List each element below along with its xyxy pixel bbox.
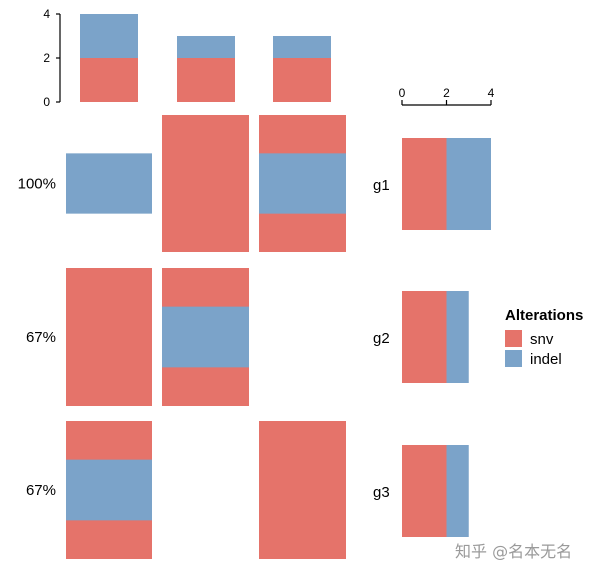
row-bar-indel-g1 (446, 138, 491, 230)
column-barplot-axis: 0 2 4 (43, 7, 61, 109)
row-axis-tick-label: 4 (488, 86, 495, 100)
cell-indel-g2-s2 (162, 306, 249, 368)
column-bar-indel-s3 (273, 36, 331, 58)
row-barplot-axis: 0 2 4 (399, 86, 495, 106)
legend-label-snv: snv (530, 331, 554, 348)
watermark-text: 知乎 @名本无名 (455, 542, 572, 561)
row-bar-indel-g3 (446, 445, 469, 537)
legend-swatch-indel (505, 350, 522, 367)
row-bar-indel-g2 (446, 291, 469, 383)
column-barplot (80, 14, 331, 102)
percentage-labels: 100% 67% 67% (18, 176, 56, 500)
gene-label: g3 (373, 484, 390, 501)
cell-snv-g2-s1 (66, 268, 152, 406)
row-barplot (402, 138, 491, 537)
gene-label: g2 (373, 330, 390, 347)
percentage-label: 67% (26, 329, 56, 346)
row-axis-tick-label: 2 (443, 86, 450, 100)
column-bar-indel-s1 (80, 14, 138, 58)
column-bar-snv-s1 (80, 58, 138, 102)
cell-snv-g3-s3 (259, 421, 346, 559)
column-axis-tick-label: 0 (43, 95, 50, 109)
column-bar-snv-s2 (177, 58, 235, 102)
legend-swatch-snv (505, 330, 522, 347)
column-axis-tick-label: 2 (43, 51, 50, 65)
legend-label-indel: indel (530, 351, 562, 368)
percentage-label: 100% (18, 176, 56, 193)
row-bar-snv-g3 (402, 445, 447, 537)
cell-indel-g1-s3 (259, 153, 346, 214)
gene-label: g1 (373, 177, 390, 194)
gene-labels: g1 g2 g3 (373, 177, 390, 501)
cell-indel-g3-s1 (66, 459, 152, 521)
column-axis-tick-label: 4 (43, 7, 50, 21)
column-bar-indel-s2 (177, 36, 235, 58)
cell-indel-g1-s1 (66, 153, 152, 214)
oncoprint-grid (66, 115, 346, 559)
legend-title: Alterations (505, 307, 583, 324)
column-bar-snv-s3 (273, 58, 331, 102)
row-axis-tick-label: 0 (399, 86, 406, 100)
cell-snv-g1-s2 (162, 115, 249, 252)
percentage-label: 67% (26, 482, 56, 499)
alterations-legend: Alterations snv indel (505, 307, 583, 368)
row-bar-snv-g2 (402, 291, 447, 383)
row-bar-snv-g1 (402, 138, 447, 230)
